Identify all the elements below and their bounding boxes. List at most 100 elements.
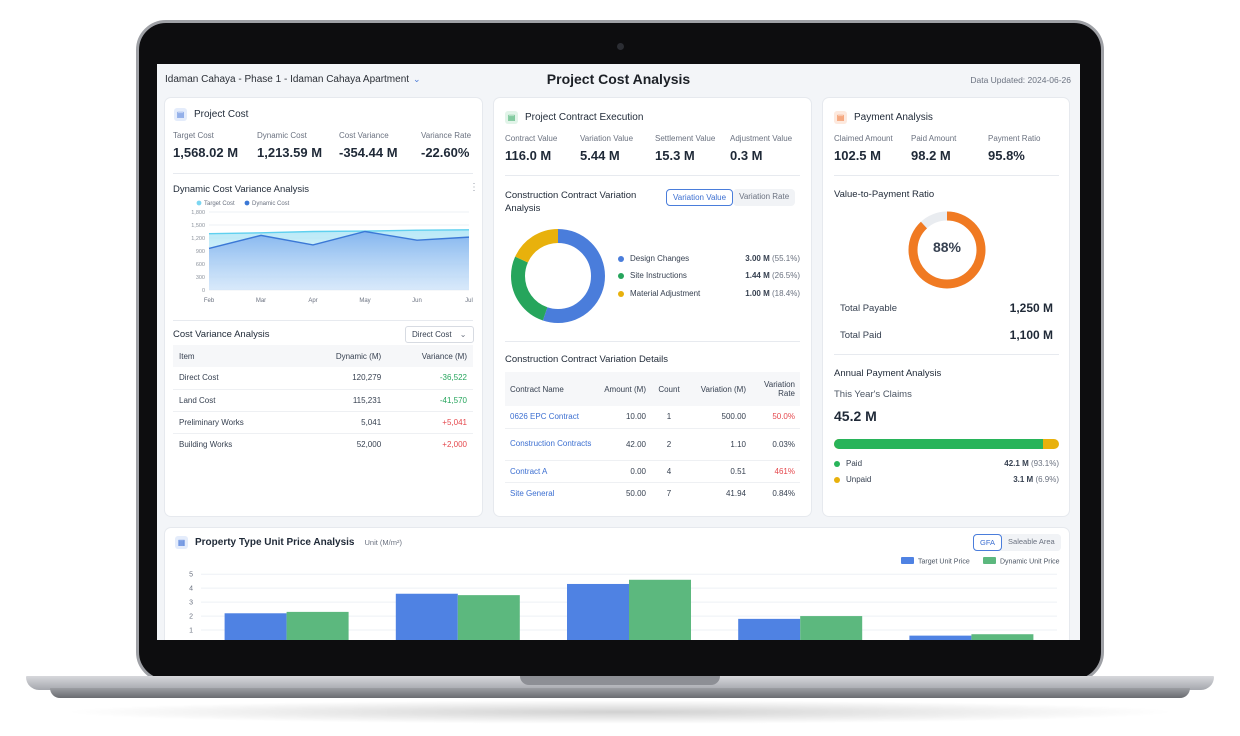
table-header-row: Item Dynamic (M) Variance (M) (173, 345, 473, 367)
toggle-variation-rate[interactable]: Variation Rate (733, 189, 796, 206)
legend-pct: (55.1%) (771, 254, 800, 263)
unit-price-bar-chart: 1 2 3 4 5 Target Unit Price Dynamic Unit Price (189, 557, 1060, 640)
table-cell: 461% (774, 466, 795, 476)
table-row: Construction Contracts 42.00 2 1.10 0.03… (505, 428, 800, 460)
paid-progress-fill (834, 439, 1044, 449)
bar-target-unit-price (567, 583, 629, 640)
table-cell: +2,000 (442, 439, 467, 449)
legend-paid: Paid 42.1 M (93.1%) (834, 459, 1059, 468)
total-payable-value: 1,250 M (1009, 301, 1053, 315)
project-cost-card: ▤ Project Cost Target Cost 1,568.02 M Dy… (165, 98, 482, 516)
legend-pct: (18.4%) (771, 289, 800, 298)
dashboard-screen: Idaman Cahaya - Phase 1 - Idaman Cahaya … (157, 64, 1080, 640)
kpi-contract-value: Contract Value 116.0 M (505, 134, 557, 163)
laptop-base-notch (520, 676, 720, 685)
x-tick-label: Feb (204, 298, 215, 304)
project-cost-title-text: Project Cost (194, 109, 249, 120)
legend-label: Target Unit Price (918, 559, 970, 566)
table-cell: 42.00 (625, 439, 646, 449)
unit-price-card: ▦ Property Type Unit Price Analysis Unit… (165, 528, 1069, 640)
table-cell: 7 (666, 488, 672, 498)
kpi-cost-variance: Cost Variance -354.44 M (339, 131, 398, 160)
donut-legend-material-adjustment: Material Adjustment 1.00 M (18.4%) (618, 289, 800, 298)
column-header: Variation (M) (700, 384, 746, 394)
kpi-label: Paid Amount (911, 134, 957, 143)
y-tick-label: 1 (189, 628, 193, 635)
table-cell: 0.51 (730, 466, 746, 476)
kpi-adjustment-value: Adjustment Value 0.3 M (730, 134, 792, 163)
unit-price-title-text: Property Type Unit Price Analysis (195, 537, 355, 548)
toggle-gfa[interactable]: GFA (973, 534, 1003, 551)
contract-link[interactable]: Contract A (510, 466, 548, 476)
contract-link[interactable]: Site General (510, 488, 555, 498)
table-cell: 0.03% (772, 439, 795, 449)
ratio-value: 88% (932, 239, 962, 255)
table-row: Direct Cost 120,279 -36,522 (173, 367, 473, 389)
contract-link[interactable]: Construction Contracts (510, 439, 592, 448)
table-cell: +5,041 (442, 417, 467, 427)
kpi-label: Claimed Amount (834, 134, 893, 143)
page-title: Project Cost Analysis (546, 71, 691, 87)
legend-marker (244, 200, 250, 206)
donut-segment-2 (511, 229, 605, 323)
kpi-value: 1,568.02 M (173, 145, 239, 160)
y-tick-label: 2 (189, 614, 193, 621)
table-header-row: Contract Name Amount (M) Count Variation… (505, 372, 800, 406)
cost-type-dropdown[interactable]: Direct Cost ⌄ (405, 326, 474, 343)
kpi-label: Contract Value (505, 134, 558, 143)
y-tick-label: 900 (196, 249, 205, 255)
contract-execution-card: ▤ Project Contract Execution Contract Va… (494, 98, 811, 516)
toggle-variation-value[interactable]: Variation Value (666, 189, 734, 206)
payment-analysis-card: ▤ Payment Analysis Claimed Amount 102.5 … (823, 98, 1069, 516)
cost-variance-title: Cost Variance Analysis (173, 329, 270, 340)
kpi-variance-rate: Variance Rate -22.60% (421, 131, 471, 160)
bar-target-unit-price (395, 593, 458, 640)
y-tick-label: 600 (196, 262, 205, 268)
claims-value: 45.2 M (834, 408, 877, 424)
table-cell: 115,231 (352, 395, 382, 405)
unit-price-title: ▦ Property Type Unit Price Analysis Unit… (175, 536, 402, 549)
kpi-value: -354.44 M (339, 145, 398, 160)
table-cell: -41,570 (439, 395, 467, 405)
divider (505, 175, 800, 176)
contract-execution-title: ▤ Project Contract Execution (505, 111, 643, 124)
more-vertical-icon[interactable]: ⋮ (469, 182, 479, 193)
toggle-saleable-area[interactable]: Saleable Area (1002, 534, 1061, 551)
y-tick-label: 0 (202, 288, 205, 294)
kpi-value: 5.44 M (580, 148, 620, 163)
table-row: Preliminary Works 5,041 +5,041 (173, 411, 473, 433)
kpi-value: 116.0 M (505, 148, 552, 163)
table-cell: 0.00 (630, 466, 646, 476)
donut-legend-design-changes: Design Changes 3.00 M (55.1%) (618, 254, 800, 263)
divider (173, 320, 473, 321)
total-paid-label: Total Paid (840, 330, 882, 341)
legend-value: 1.00 M (745, 289, 770, 298)
project-selector-label: Idaman Cahaya - Phase 1 - Idaman Cahaya … (165, 74, 410, 85)
bar-dynamic-unit-price (286, 611, 349, 640)
column-header: Dynamic (M) (335, 351, 382, 361)
cost-type-dropdown-value: Direct Cost (412, 330, 452, 339)
kpi-value: 15.3 M (655, 148, 695, 163)
table-cell: 4 (666, 466, 672, 476)
project-selector[interactable]: Idaman Cahaya - Phase 1 - Idaman Cahaya … (165, 74, 421, 85)
variation-details-title: Construction Contract Variation Details (505, 354, 668, 365)
bar-target-unit-price (738, 618, 801, 640)
contract-execution-title-text: Project Contract Execution (525, 112, 644, 123)
legend-label: Paid (846, 459, 863, 468)
table-cell: Direct Cost (179, 373, 219, 383)
area-toggle: GFA Saleable Area (973, 534, 1061, 551)
legend-value: 3.00 M (745, 254, 770, 263)
kpi-value: 102.5 M (834, 148, 881, 163)
legend-value: 3.1 M (1013, 475, 1034, 484)
table-cell: 1.10 (730, 439, 746, 449)
bar-dynamic-unit-price (971, 634, 1034, 640)
contract-icon: ▤ (505, 111, 518, 124)
legend-label: Material Adjustment (630, 289, 701, 298)
x-tick-label: May (359, 298, 370, 304)
bar-dynamic-unit-price (457, 595, 520, 640)
contract-link[interactable]: 0626 EPC Contract (510, 412, 579, 422)
column-header: Count (658, 384, 680, 394)
y-tick-label: 4 (189, 586, 193, 593)
variation-donut-chart (511, 229, 605, 323)
paid-progress-bar (834, 439, 1059, 449)
